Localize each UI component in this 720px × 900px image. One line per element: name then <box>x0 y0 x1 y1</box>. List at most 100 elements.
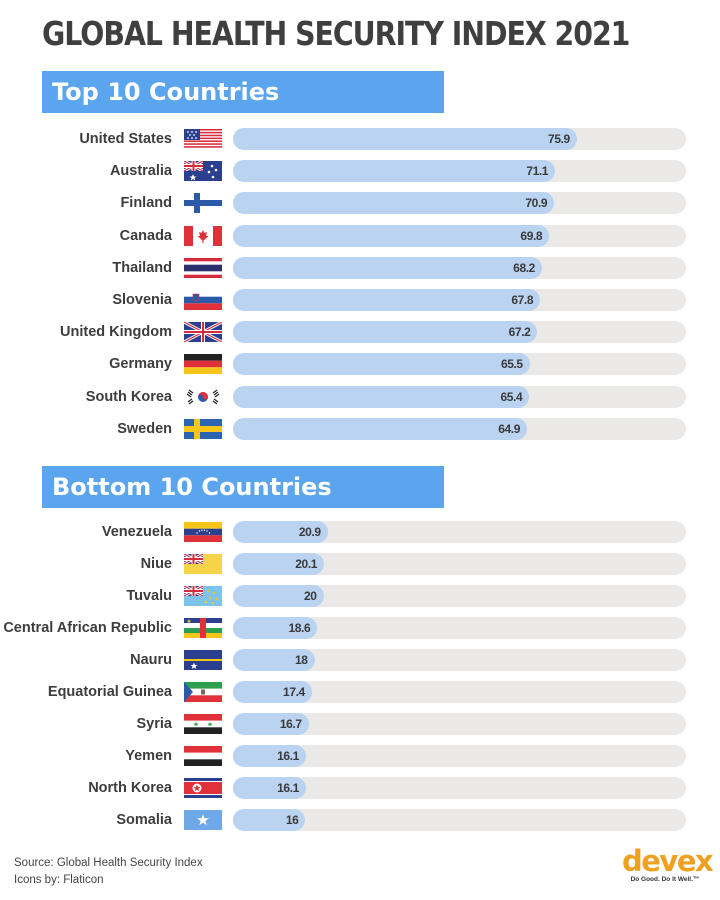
bar-row-venezuela: Venezuela 20.9 <box>0 521 720 543</box>
logo-tagline: Do Good. Do It Well.™ <box>630 876 700 883</box>
bar: 17.4 <box>233 681 312 703</box>
country-label: Germany <box>109 356 172 373</box>
value-label: 71.1 <box>526 164 549 179</box>
value-label: 16 <box>285 813 299 827</box>
bar: 69.8 <box>233 224 550 247</box>
value-label: 68.2 <box>513 260 535 275</box>
country-label: Sweden <box>117 420 172 437</box>
value-label: 18 <box>294 653 308 667</box>
bar-track: 70.9 <box>233 192 686 215</box>
country-label: Canada <box>119 227 172 244</box>
bar-track: 69.8 <box>233 224 686 247</box>
bar: 71.1 <box>233 160 556 183</box>
bar-track: 16.1 <box>233 745 686 767</box>
bar: 70.9 <box>233 192 555 215</box>
bar: 18.6 <box>233 617 318 639</box>
bar-row-equatorial-guinea: Equatorial Guinea 17.4 <box>0 681 720 703</box>
country-label: Central African Republic <box>3 620 172 636</box>
country-label: United States <box>79 131 172 147</box>
bar-track: 17.4 <box>233 681 686 703</box>
bar-track: 20 <box>233 585 686 607</box>
bar: 16.1 <box>233 745 306 767</box>
country-label: Slovenia <box>112 292 172 308</box>
tuvalu-flag-icon <box>184 586 222 606</box>
country-label: Australia <box>109 163 172 180</box>
country-label: United Kingdom <box>60 324 172 341</box>
country-label: Tuvalu <box>126 588 172 604</box>
value-label: 16.7 <box>279 717 302 731</box>
bar-row-central-african-republic: Central African Republic 18.6 <box>0 617 720 639</box>
bar-track: 18 <box>233 649 686 671</box>
country-label: Finland <box>120 195 172 212</box>
bar-track: 16.1 <box>233 777 686 799</box>
bar-row-united-kingdom: United Kingdom 67.2 <box>0 321 720 344</box>
bar: 65.4 <box>233 385 530 408</box>
bar: 16 <box>233 809 306 831</box>
bar-track: 68.2 <box>233 256 686 279</box>
bar-track: 16.7 <box>233 713 686 735</box>
bar-row-north-korea: North Korea 16.1 <box>0 777 720 799</box>
value-label: 20 <box>304 589 317 603</box>
value-label: 65.5 <box>500 357 523 372</box>
value-label: 69.8 <box>520 228 543 243</box>
bar-track: 18.6 <box>233 617 686 639</box>
country-label: Nauru <box>130 652 172 668</box>
bar-row-australia: Australia 71.1 <box>0 160 720 183</box>
niue-flag-icon <box>184 554 222 574</box>
bar-row-finland: Finland 70.9 <box>0 192 720 215</box>
north-korea-flag-icon <box>184 778 222 798</box>
logo-word: devex <box>622 844 714 878</box>
value-label: 64.9 <box>498 421 520 436</box>
source-note: Source: Global Health Security Index <box>14 857 203 869</box>
section-header-bottom: Bottom 10 Countries <box>42 466 444 508</box>
value-label: 67.8 <box>511 293 534 307</box>
country-label: Equatorial Guinea <box>47 684 172 700</box>
australia-flag-icon <box>184 161 222 182</box>
united-kingdom-flag-icon <box>184 322 222 343</box>
bar-row-yemen: Yemen 16.1 <box>0 745 720 767</box>
bar-track: 67.8 <box>233 289 686 311</box>
bar: 20.9 <box>233 521 328 543</box>
value-label: 67.2 <box>508 325 531 340</box>
page-title: GLOBAL HEALTH SECURITY INDEX 2021 <box>42 14 630 53</box>
bar: 20.1 <box>233 553 325 575</box>
bar-track: 67.2 <box>233 321 686 344</box>
country-label: North Korea <box>88 780 172 796</box>
central-african-republic-flag-icon <box>184 618 222 638</box>
icons-credit: Icons by: Flaticon <box>14 874 104 886</box>
country-label: Syria <box>136 716 172 732</box>
bar: 64.9 <box>233 417 527 440</box>
value-label: 16.1 <box>277 749 299 763</box>
bar-track: 20.9 <box>233 521 686 543</box>
bar: 16.1 <box>233 777 306 799</box>
bar-row-slovenia: Slovenia 67.8 <box>0 289 720 311</box>
united-states-flag-icon <box>184 129 222 149</box>
venezuela-flag-icon <box>184 522 222 542</box>
country-label: Niue <box>140 556 172 572</box>
value-label: 65.4 <box>500 389 523 404</box>
country-label: Thailand <box>112 259 172 276</box>
value-label: 17.4 <box>283 685 305 699</box>
bar-track: 16 <box>233 809 686 831</box>
bar: 18 <box>233 649 315 671</box>
bar-row-somalia: Somalia 16 <box>0 809 720 831</box>
bar-track: 65.4 <box>233 385 686 408</box>
bar-row-thailand: Thailand 68.2 <box>0 256 720 279</box>
country-label: Somalia <box>116 812 172 828</box>
country-label: Yemen <box>125 748 172 764</box>
bar: 75.9 <box>233 128 577 150</box>
bar-track: 75.9 <box>233 128 686 150</box>
value-label: 16.1 <box>277 781 299 795</box>
germany-flag-icon <box>184 354 222 375</box>
value-label: 20.9 <box>298 525 321 539</box>
nauru-flag-icon <box>184 650 222 670</box>
country-label: South Korea <box>85 388 172 405</box>
value-label: 70.9 <box>525 196 548 211</box>
bar-track: 71.1 <box>233 160 686 183</box>
equatorial-guinea-flag-icon <box>184 682 222 702</box>
bar-track: 64.9 <box>233 417 686 440</box>
value-label: 20.1 <box>295 557 318 571</box>
footer: Source: Global Health Security Index Ico… <box>14 855 203 889</box>
bar: 16.7 <box>233 713 309 735</box>
bar-row-sweden: Sweden 64.9 <box>0 417 720 440</box>
